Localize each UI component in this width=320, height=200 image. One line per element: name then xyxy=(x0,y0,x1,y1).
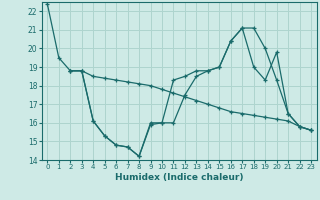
X-axis label: Humidex (Indice chaleur): Humidex (Indice chaleur) xyxy=(115,173,244,182)
